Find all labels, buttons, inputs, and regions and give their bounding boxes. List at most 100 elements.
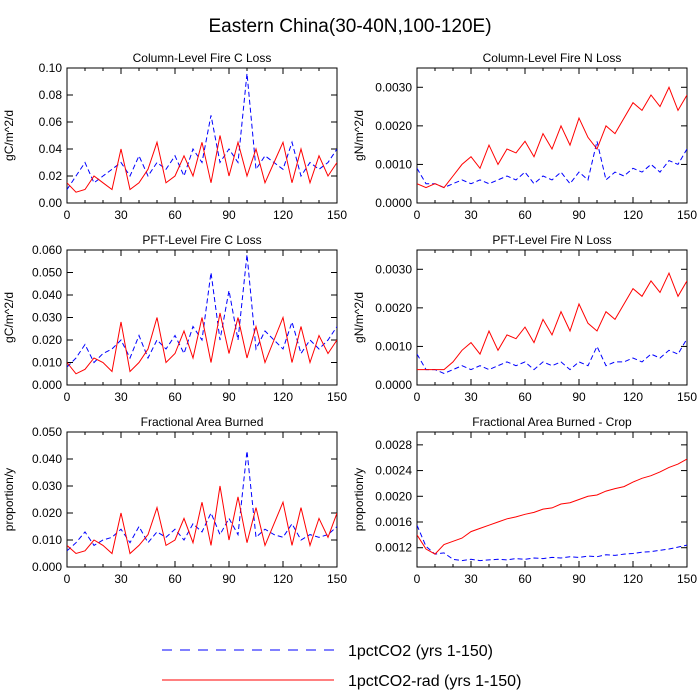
- panel-6: Fractional Area Burned - Crop proportion/…: [352, 415, 697, 586]
- panel-title: Fractional Area Burned: [141, 415, 264, 429]
- figure-title: Eastern China(30-40N,100-120E): [208, 16, 492, 37]
- plot-frame: [66, 67, 338, 204]
- x-tick-label: 90: [572, 390, 586, 404]
- y-tick-label: 0.0000: [375, 196, 412, 210]
- y-tick-label: 0.050: [32, 266, 62, 280]
- x-tick-label: 60: [168, 572, 182, 586]
- y-tick-label: 0.010: [32, 356, 62, 370]
- y-tick-label: 0.0020: [375, 489, 412, 503]
- x-tick-label: 0: [64, 208, 71, 222]
- panel-title: Column-Level Fire N Loss: [483, 51, 622, 65]
- x-tick-label: 120: [273, 572, 293, 586]
- x-tick-label: 0: [64, 390, 71, 404]
- legend-label-2: 1pctCO2-rad (yrs 1-150): [348, 673, 521, 690]
- legend-label-1: 1pctCO2 (yrs 1-150): [348, 643, 493, 660]
- x-tick-label: 30: [464, 208, 478, 222]
- x-tick-label: 60: [518, 572, 532, 586]
- x-tick-label: 90: [222, 390, 236, 404]
- y-tick-label: 0.08: [39, 88, 63, 102]
- series-line-1pctCO2-rad: [417, 271, 687, 371]
- panel-title: Fractional Area Burned - Crop: [472, 415, 632, 429]
- x-tick-label: 90: [222, 572, 236, 586]
- series-line-1pctCO2: [67, 73, 337, 190]
- y-tick-label: 0.040: [32, 452, 62, 466]
- y-tick-label: 0.0020: [375, 119, 412, 133]
- y-tick-label: 0.0030: [375, 80, 412, 94]
- x-tick-label: 120: [623, 208, 643, 222]
- series-line-1pctCO2-rad: [417, 458, 687, 555]
- panel-title: PFT-Level Fire C Loss: [142, 233, 261, 247]
- x-tick-label: 120: [273, 390, 293, 404]
- panel-4: PFT-Level Fire N Loss gN/m^2/d 0 30 60 90 120 1…: [352, 233, 697, 404]
- series-line-1pctCO2-rad: [67, 312, 337, 375]
- y-tick-label: 0.050: [32, 425, 62, 439]
- legend: 1pctCO2 (yrs 1-150) 1pctCO2-rad (yrs 1-15…: [162, 643, 521, 690]
- y-tick-label: 0.10: [39, 61, 63, 75]
- y-tick-label: 0.0010: [375, 157, 412, 171]
- y-axis-label: gN/m^2/d: [352, 292, 366, 343]
- x-tick-label: 30: [114, 572, 128, 586]
- y-tick-label: 0.00: [39, 196, 63, 210]
- panel-title: PFT-Level Fire N Loss: [492, 233, 611, 247]
- plot-frame: [416, 67, 688, 204]
- x-tick-label: 0: [414, 208, 421, 222]
- panel-title: Column-Level Fire C Loss: [133, 51, 272, 65]
- series-line-1pctCO2: [417, 338, 687, 374]
- plot-frame: [416, 431, 688, 568]
- x-tick-label: 0: [414, 390, 421, 404]
- y-tick-label: 0.06: [39, 115, 63, 129]
- y-tick-label: 0.04: [39, 142, 63, 156]
- x-tick-label: 150: [327, 208, 347, 222]
- series-line-1pctCO2-rad: [67, 135, 337, 193]
- y-tick-label: 0.0028: [375, 438, 412, 452]
- series-line-1pctCO2: [67, 254, 337, 368]
- series-line-1pctCO2: [417, 141, 687, 189]
- y-tick-label: 0.010: [32, 533, 62, 547]
- plot-frame: [416, 249, 688, 386]
- panel-3: PFT-Level Fire C Loss gC/m^2/d 0 30 60 90 120 1…: [2, 233, 347, 404]
- x-tick-label: 30: [114, 208, 128, 222]
- y-tick-label: 0.0012: [375, 541, 412, 555]
- series-line-1pctCO2-rad: [67, 485, 337, 555]
- y-tick-label: 0.0016: [375, 515, 412, 529]
- y-tick-label: 0.040: [32, 288, 62, 302]
- x-tick-label: 150: [327, 390, 347, 404]
- y-tick-label: 0.0010: [375, 339, 412, 353]
- y-tick-label: 0.000: [32, 378, 62, 392]
- panel-5: Fractional Area Burned proportion/y 0 30 60 9…: [2, 415, 347, 586]
- x-tick-label: 150: [677, 208, 697, 222]
- y-tick-label: 0.0030: [375, 262, 412, 276]
- y-axis-label: gC/m^2/d: [2, 292, 16, 343]
- x-tick-label: 0: [64, 572, 71, 586]
- y-tick-label: 0.02: [39, 169, 63, 183]
- x-tick-label: 60: [168, 208, 182, 222]
- panel-2: Column-Level Fire N Loss gN/m^2/d 0 30 60 90 1…: [352, 51, 697, 222]
- y-tick-label: 0.030: [32, 311, 62, 325]
- y-axis-label: gC/m^2/d: [2, 110, 16, 161]
- x-tick-label: 120: [623, 572, 643, 586]
- x-tick-label: 150: [327, 572, 347, 586]
- x-tick-label: 30: [114, 390, 128, 404]
- x-tick-label: 60: [168, 390, 182, 404]
- y-tick-label: 0.0000: [375, 378, 412, 392]
- x-tick-label: 60: [518, 390, 532, 404]
- y-axis-label: gN/m^2/d: [352, 110, 366, 161]
- x-tick-label: 60: [518, 208, 532, 222]
- plot-frame: [66, 431, 338, 568]
- series-line-1pctCO2: [417, 525, 687, 562]
- y-tick-label: 0.0024: [375, 464, 412, 478]
- x-tick-label: 90: [572, 572, 586, 586]
- x-tick-label: 150: [677, 572, 697, 586]
- y-tick-label: 0.020: [32, 333, 62, 347]
- y-tick-label: 0.060: [32, 243, 62, 257]
- x-tick-label: 120: [623, 390, 643, 404]
- y-tick-label: 0.030: [32, 479, 62, 493]
- y-tick-label: 0.020: [32, 506, 62, 520]
- y-axis-label: proportion/y: [2, 468, 16, 531]
- x-tick-label: 120: [273, 208, 293, 222]
- x-tick-label: 0: [414, 572, 421, 586]
- series-line-1pctCO2: [67, 450, 337, 552]
- x-tick-label: 30: [464, 390, 478, 404]
- y-tick-label: 0.000: [32, 560, 62, 574]
